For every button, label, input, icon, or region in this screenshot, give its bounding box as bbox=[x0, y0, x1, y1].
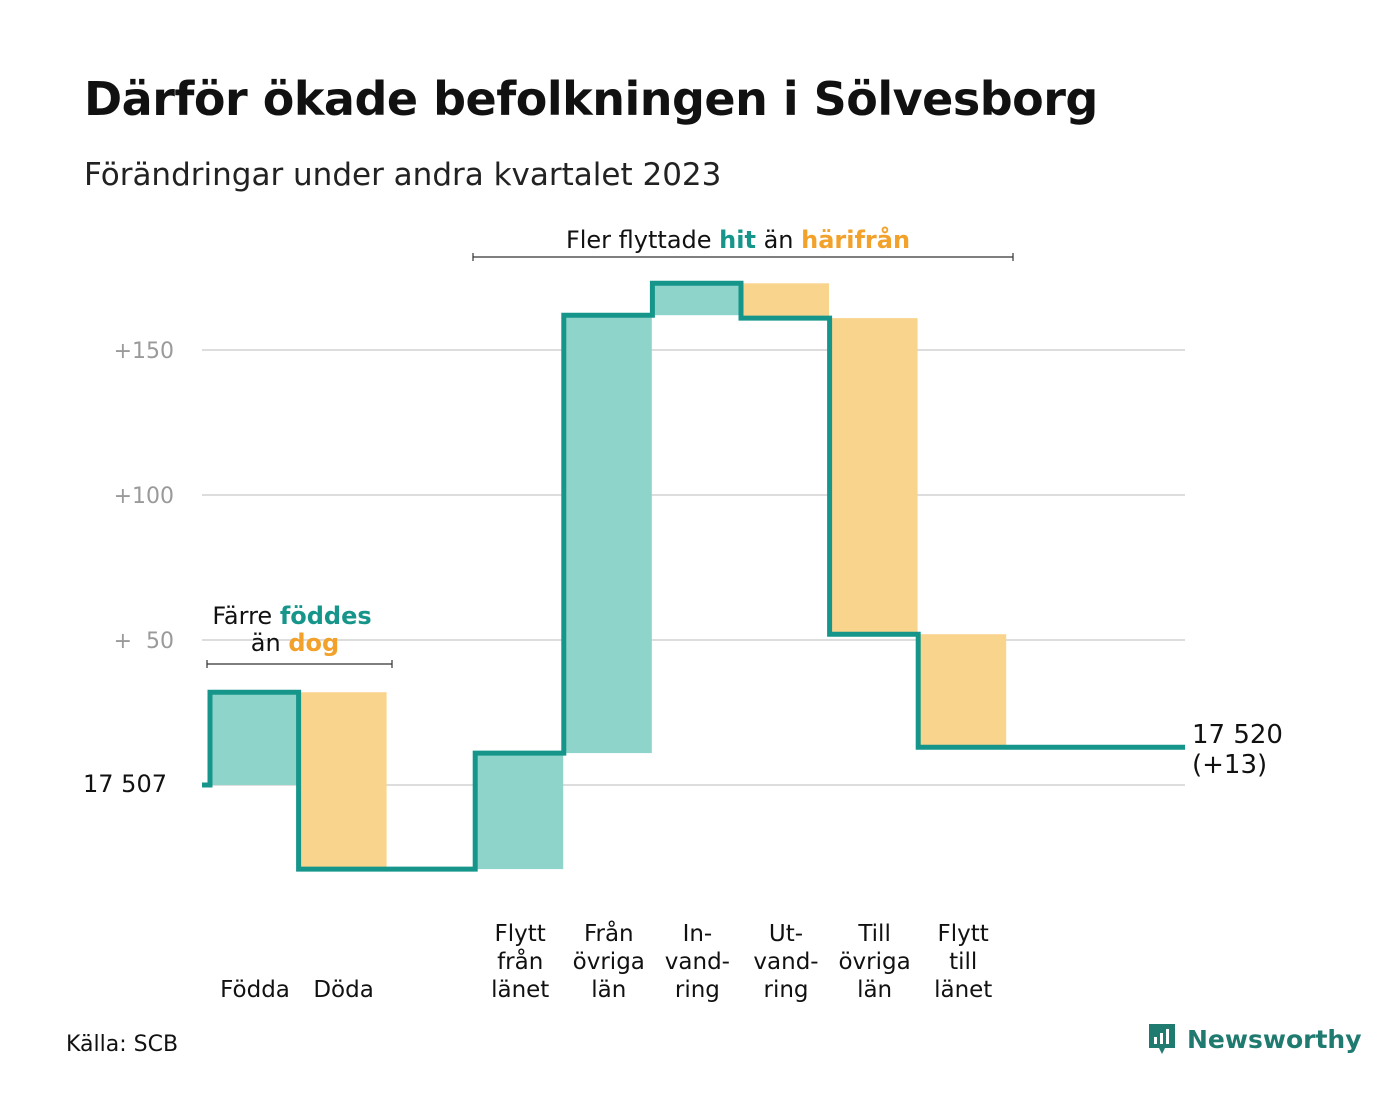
category-label: Till bbox=[857, 921, 891, 947]
births-annotation-text: Färre bbox=[212, 602, 280, 630]
svg-text:Fler flyttade hit än härifrån: Fler flyttade hit än härifrån bbox=[566, 225, 910, 254]
bar-till-övriga-län bbox=[829, 318, 918, 635]
category-label: till bbox=[949, 949, 977, 975]
newsworthy-logo-text: Newsworthy bbox=[1187, 1024, 1362, 1054]
bar-utvandring bbox=[741, 283, 829, 319]
category-label: länet bbox=[491, 977, 549, 1003]
end-change-label: (+13) bbox=[1192, 750, 1267, 780]
newsworthy-logo: Newsworthy bbox=[1147, 1022, 1362, 1056]
category-label: ring bbox=[675, 977, 720, 1003]
bar-döda bbox=[298, 692, 387, 870]
category-label: län bbox=[591, 977, 626, 1003]
category-labels: Födda DödaFlyttfrånlänetFrånövrigalänIn-v… bbox=[220, 919, 992, 1003]
births-annotation: Färre föddes än dog bbox=[206, 602, 393, 668]
category-label: In- bbox=[683, 921, 713, 947]
category-label: vand- bbox=[753, 949, 818, 975]
bar-invandring bbox=[652, 283, 741, 316]
bar-från-övriga-län bbox=[563, 315, 652, 754]
svg-text:än dog: än dog bbox=[251, 629, 339, 657]
category-label: från bbox=[497, 947, 543, 975]
category-label: Födda bbox=[220, 977, 290, 1003]
bar-flytt-till-länet bbox=[918, 634, 1007, 748]
y-tick-label: + 50 bbox=[114, 629, 174, 654]
category-label: Ut- bbox=[769, 921, 803, 947]
start-value-label: 17 507 bbox=[83, 770, 167, 798]
births-annotation-highlight: föddes bbox=[280, 602, 372, 630]
svg-text:Färre föddes: Färre föddes bbox=[212, 602, 371, 630]
running-total-path bbox=[202, 280, 1185, 872]
births-annotation-highlight-2: dog bbox=[288, 629, 339, 657]
y-tick-label: +150 bbox=[114, 339, 174, 364]
category-label: övriga bbox=[838, 949, 910, 975]
category-label: Från bbox=[584, 919, 634, 947]
newsworthy-logo-icon bbox=[1149, 1024, 1175, 1054]
migration-annotation-harifran: härifrån bbox=[801, 225, 910, 254]
migration-annotation-mid: än bbox=[756, 226, 801, 254]
y-axis-ticks: + 50 +100 +150 bbox=[114, 339, 174, 654]
births-annotation-text-2: än bbox=[251, 629, 289, 657]
category-label: övriga bbox=[573, 949, 645, 975]
category-label: Döda bbox=[313, 977, 373, 1003]
running-total-line bbox=[202, 280, 1185, 872]
chart-subtitle: Förändringar under andra kvartalet 2023 bbox=[84, 157, 722, 193]
category-label: länet bbox=[934, 977, 992, 1003]
chart-title: Därför ökade befolkningen i Sölvesborg bbox=[84, 72, 1098, 126]
migration-annotation-text: Fler flyttade bbox=[566, 226, 719, 254]
category-label: ring bbox=[763, 977, 808, 1003]
migration-annotation: Fler flyttade hit än härifrån bbox=[472, 225, 1014, 261]
category-label: län bbox=[857, 977, 892, 1003]
y-tick-label: +100 bbox=[114, 484, 174, 509]
end-value-label: 17 520 bbox=[1192, 720, 1283, 750]
category-label: Flytt bbox=[938, 921, 989, 947]
bar-flytt-från-länet bbox=[475, 753, 564, 870]
bar-födda bbox=[210, 692, 298, 785]
category-label: Flytt bbox=[495, 921, 546, 947]
category-label: vand- bbox=[665, 949, 730, 975]
source-note: Källa: SCB bbox=[66, 1032, 179, 1057]
bars bbox=[210, 283, 1007, 870]
migration-annotation-hit: hit bbox=[719, 226, 756, 254]
